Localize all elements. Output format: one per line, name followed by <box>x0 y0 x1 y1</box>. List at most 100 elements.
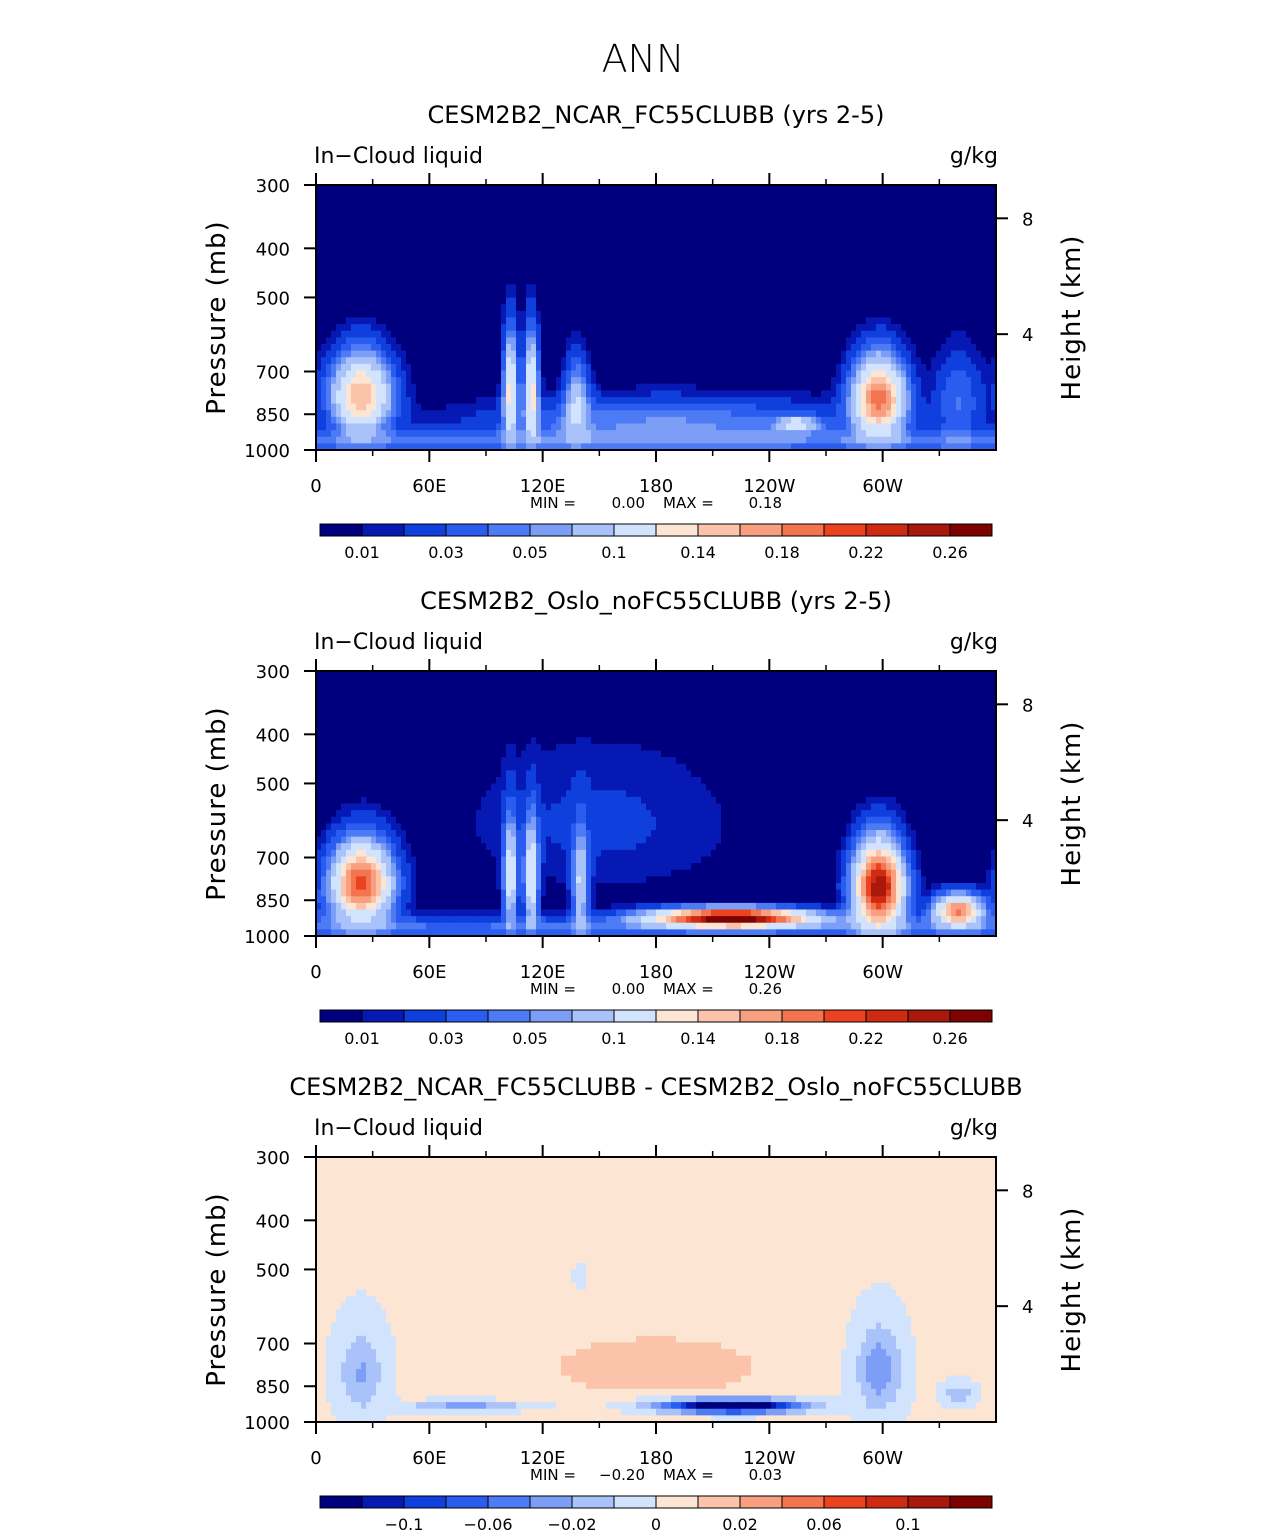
heatmap-cell <box>731 330 737 338</box>
heatmap-cell <box>511 337 517 345</box>
heatmap-cell <box>486 291 492 299</box>
heatmap-cell <box>941 291 947 299</box>
heatmap-cell <box>916 344 922 352</box>
heatmap-cell <box>906 271 912 279</box>
heatmap-cell <box>536 337 542 345</box>
heatmap-cell <box>701 244 707 252</box>
heatmap-cell <box>331 370 337 378</box>
heatmap-cell <box>496 284 502 292</box>
heatmap-cell <box>536 211 542 219</box>
heatmap-cell <box>696 363 702 372</box>
heatmap-cell <box>876 218 882 226</box>
heatmap-cell <box>661 224 667 232</box>
heatmap-cell <box>436 357 442 365</box>
heatmap-cell <box>421 377 427 385</box>
heatmap-cell <box>941 257 947 266</box>
heatmap-cell <box>446 277 452 285</box>
heatmap-cell <box>411 191 417 199</box>
heatmap-cell <box>391 397 397 405</box>
heatmap-cell <box>981 238 987 246</box>
heatmap-cell <box>421 198 427 206</box>
heatmap-cell <box>636 344 642 352</box>
heatmap-cell <box>541 383 547 391</box>
heatmap-cell <box>431 198 437 206</box>
heatmap-cell <box>521 310 527 319</box>
heatmap-cell <box>651 224 657 232</box>
heatmap-cell <box>506 350 512 358</box>
heatmap-cell <box>651 264 657 272</box>
heatmap-cell <box>586 310 592 319</box>
heatmap-cell <box>666 185 672 193</box>
heatmap-cell <box>781 198 787 206</box>
heatmap-cell <box>796 383 802 391</box>
heatmap-cell <box>831 198 837 206</box>
heatmap-cell <box>536 317 542 325</box>
heatmap-cell <box>411 198 417 206</box>
heatmap-cell <box>651 377 657 385</box>
heatmap-cell <box>756 257 762 266</box>
heatmap-cell <box>836 231 842 239</box>
heatmap-cell <box>376 410 382 418</box>
heatmap-cell <box>336 324 342 332</box>
heatmap-cell <box>401 238 407 246</box>
heatmap-cell <box>506 211 512 219</box>
heatmap-cell <box>946 304 952 312</box>
heatmap-cell <box>396 304 402 312</box>
heatmap-cell <box>496 363 502 372</box>
heatmap-cell <box>351 390 357 398</box>
heatmap-cell <box>461 284 467 292</box>
heatmap-cell <box>566 344 572 352</box>
heatmap-cell <box>531 257 537 266</box>
heatmap-cell <box>681 204 687 213</box>
heatmap-cell <box>826 350 832 358</box>
heatmap-cell <box>441 257 447 266</box>
heatmap-cell <box>556 310 562 319</box>
heatmap-cell <box>566 337 572 345</box>
heatmap-cell <box>516 330 522 338</box>
heatmap-cell <box>836 390 842 398</box>
heatmap-cell <box>651 370 657 378</box>
heatmap-cell <box>536 304 542 312</box>
heatmap-cell <box>946 324 952 332</box>
heatmap-cell <box>731 390 737 398</box>
heatmap-cell <box>871 383 877 391</box>
heatmap-cell <box>761 370 767 378</box>
heatmap-cell <box>441 271 447 279</box>
heatmap-cell <box>916 304 922 312</box>
heatmap-cell <box>711 330 717 338</box>
heatmap-cell <box>926 224 932 232</box>
heatmap-cell <box>781 344 787 352</box>
heatmap-cell <box>546 277 552 285</box>
heatmap-cell <box>631 191 637 199</box>
heatmap-cell <box>541 218 547 226</box>
heatmap-cell <box>951 350 957 358</box>
heatmap-cell <box>731 304 737 312</box>
heatmap-cell <box>486 191 492 199</box>
heatmap-cell <box>376 271 382 279</box>
heatmap-cell <box>416 185 422 193</box>
heatmap-cell <box>896 337 902 345</box>
heatmap-cell <box>426 264 432 272</box>
heatmap-cell <box>881 211 887 219</box>
heatmap-cell <box>916 277 922 285</box>
heatmap-cell <box>791 357 797 365</box>
heatmap-cell <box>881 357 887 365</box>
heatmap-cell <box>706 231 712 239</box>
heatmap-cell <box>626 317 632 325</box>
heatmap-cell <box>981 397 987 405</box>
heatmap-cell <box>316 218 322 226</box>
heatmap-cell <box>581 291 587 299</box>
heatmap-cell <box>626 357 632 365</box>
heatmap-cell <box>656 238 662 246</box>
heatmap-cell <box>506 304 512 312</box>
heatmap-cell <box>866 231 872 239</box>
heatmap-cell <box>906 257 912 266</box>
heatmap-cell <box>501 185 507 193</box>
heatmap-cell <box>686 185 692 193</box>
heatmap-cell <box>381 370 387 378</box>
heatmap-cell <box>876 330 882 338</box>
heatmap-cell <box>806 310 812 319</box>
heatmap-cell <box>591 231 597 239</box>
heatmap-cell <box>741 344 747 352</box>
heatmap-cell <box>561 397 567 405</box>
